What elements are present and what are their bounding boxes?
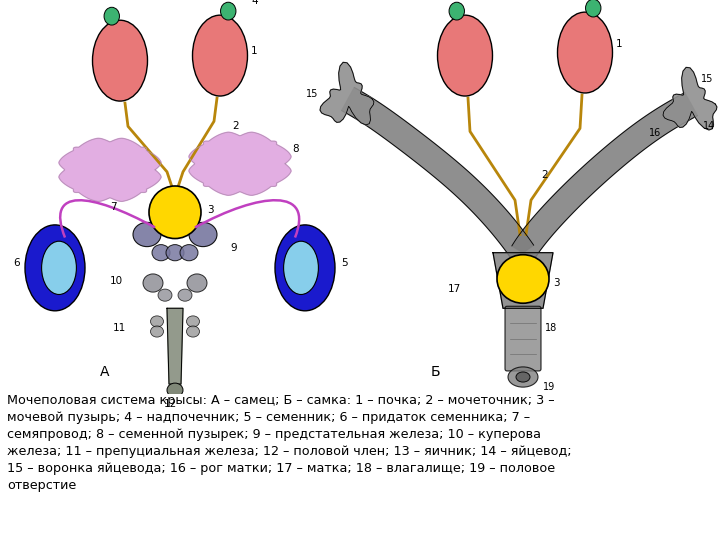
Ellipse shape bbox=[167, 383, 183, 397]
Text: 11: 11 bbox=[113, 323, 126, 334]
Ellipse shape bbox=[25, 225, 85, 311]
Ellipse shape bbox=[180, 245, 198, 261]
Text: 1: 1 bbox=[616, 39, 623, 50]
Ellipse shape bbox=[192, 15, 248, 96]
Text: 4: 4 bbox=[251, 0, 258, 6]
Ellipse shape bbox=[508, 367, 538, 387]
Text: 7: 7 bbox=[110, 202, 117, 212]
Text: 6: 6 bbox=[13, 258, 19, 268]
Ellipse shape bbox=[497, 255, 549, 303]
Text: 5: 5 bbox=[341, 258, 348, 268]
Ellipse shape bbox=[189, 222, 217, 247]
Text: 2: 2 bbox=[541, 170, 548, 180]
Ellipse shape bbox=[42, 241, 76, 294]
Polygon shape bbox=[512, 93, 698, 260]
Polygon shape bbox=[663, 68, 717, 130]
Text: 18: 18 bbox=[545, 323, 557, 334]
Polygon shape bbox=[189, 132, 291, 195]
Ellipse shape bbox=[149, 186, 201, 239]
Text: 13: 13 bbox=[719, 104, 720, 114]
Ellipse shape bbox=[92, 20, 148, 101]
Ellipse shape bbox=[186, 316, 199, 327]
Ellipse shape bbox=[438, 15, 492, 96]
Ellipse shape bbox=[158, 289, 172, 301]
Text: 16: 16 bbox=[649, 128, 662, 138]
Text: 19: 19 bbox=[543, 382, 555, 392]
Text: 9: 9 bbox=[230, 242, 237, 253]
Ellipse shape bbox=[585, 0, 601, 17]
Ellipse shape bbox=[150, 316, 163, 327]
Ellipse shape bbox=[186, 326, 199, 337]
Polygon shape bbox=[342, 87, 534, 260]
Ellipse shape bbox=[449, 2, 464, 20]
Text: 15: 15 bbox=[701, 74, 714, 84]
Text: 12: 12 bbox=[163, 399, 176, 409]
Ellipse shape bbox=[166, 245, 184, 261]
Ellipse shape bbox=[104, 7, 120, 25]
Text: 3: 3 bbox=[207, 205, 214, 215]
Ellipse shape bbox=[275, 225, 335, 311]
Ellipse shape bbox=[516, 372, 530, 382]
Text: 3: 3 bbox=[553, 278, 559, 288]
Polygon shape bbox=[167, 308, 183, 384]
Polygon shape bbox=[493, 253, 553, 308]
Ellipse shape bbox=[220, 2, 236, 20]
Text: 1: 1 bbox=[251, 45, 258, 56]
Text: 8: 8 bbox=[292, 144, 299, 153]
Ellipse shape bbox=[143, 274, 163, 292]
Text: 17: 17 bbox=[448, 284, 462, 294]
Ellipse shape bbox=[187, 274, 207, 292]
Text: Б: Б bbox=[430, 365, 440, 379]
Polygon shape bbox=[320, 62, 374, 125]
Text: 10: 10 bbox=[110, 276, 123, 286]
Ellipse shape bbox=[178, 289, 192, 301]
Ellipse shape bbox=[152, 245, 170, 261]
Text: Мочеполовая система крысы: А – самец; Б – самка: 1 – почка; 2 – мочеточник; 3 –
: Мочеполовая система крысы: А – самец; Б … bbox=[7, 394, 572, 492]
Ellipse shape bbox=[133, 222, 161, 247]
Text: 14: 14 bbox=[703, 122, 715, 131]
Text: 15: 15 bbox=[306, 89, 318, 99]
FancyBboxPatch shape bbox=[505, 306, 541, 371]
Text: 2: 2 bbox=[232, 122, 238, 131]
Ellipse shape bbox=[557, 12, 613, 93]
Ellipse shape bbox=[150, 326, 163, 337]
Text: А: А bbox=[100, 365, 109, 379]
Ellipse shape bbox=[284, 241, 318, 294]
Polygon shape bbox=[59, 138, 161, 201]
